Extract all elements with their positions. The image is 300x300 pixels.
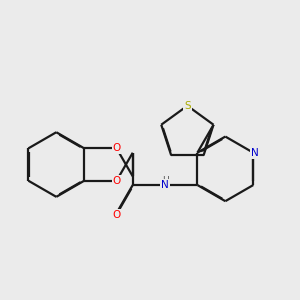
Text: H: H — [162, 176, 168, 185]
Text: N: N — [251, 148, 259, 158]
Text: S: S — [184, 101, 191, 111]
Text: O: O — [112, 176, 121, 186]
Text: N: N — [161, 180, 169, 190]
Text: O: O — [112, 210, 121, 220]
Text: O: O — [112, 143, 121, 153]
